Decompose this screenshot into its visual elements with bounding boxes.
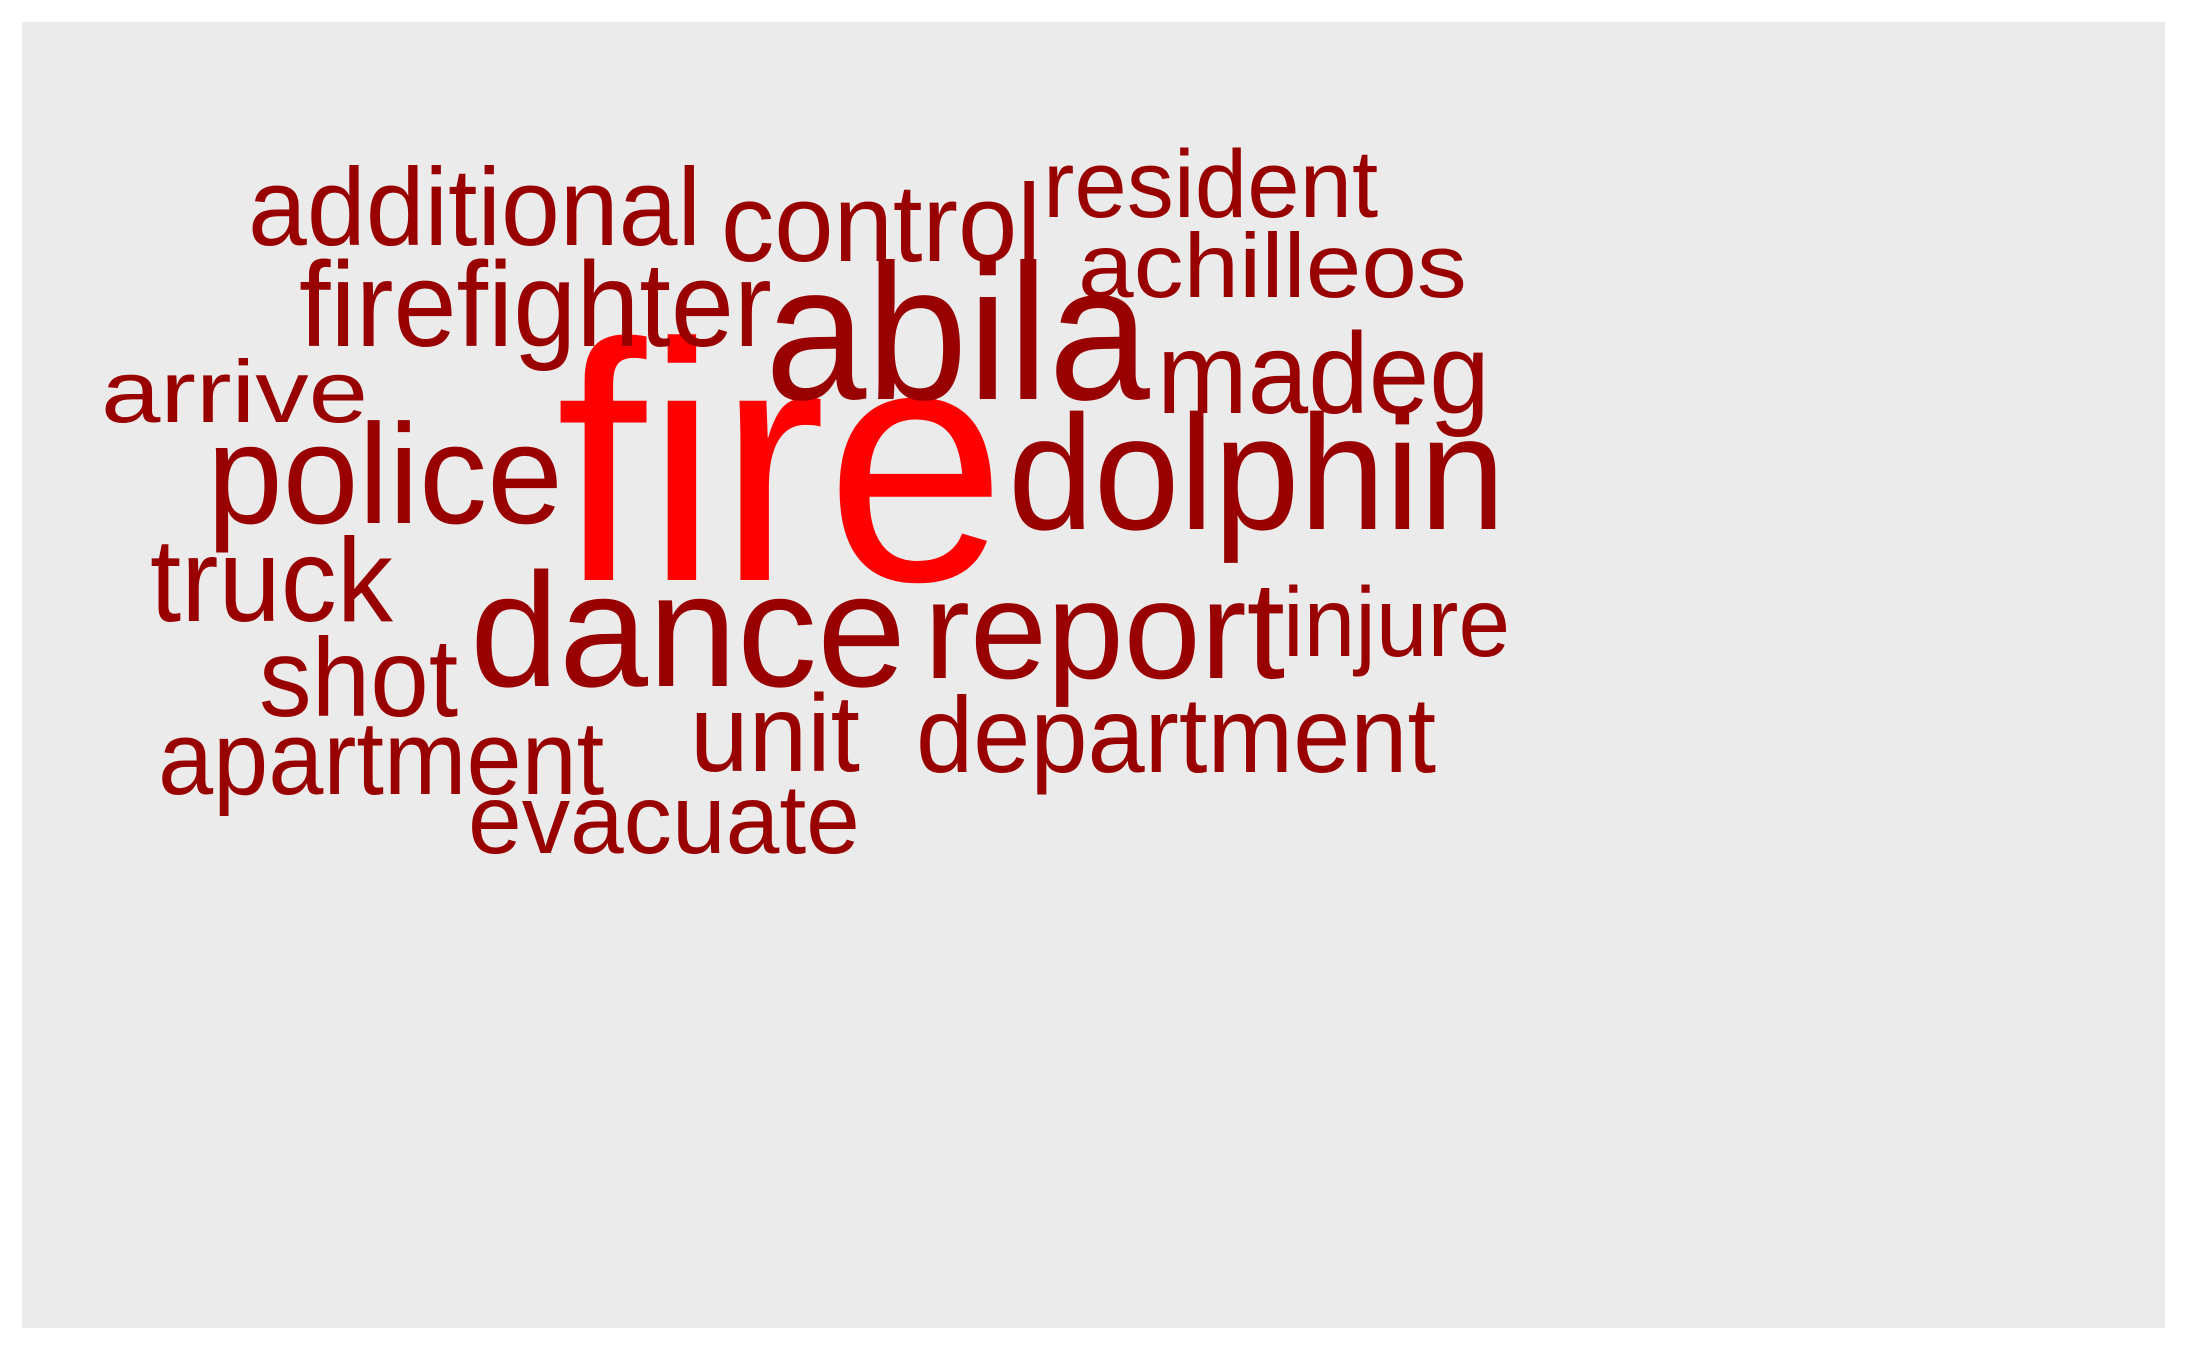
word-evacuate: evacuate [468,764,860,875]
word-truck: truck [150,514,393,648]
word-control: control [721,161,1041,285]
word-arrive: arrive [101,342,369,442]
word-achilleos: achilleos [1078,215,1467,317]
word-abila: abila [765,224,1150,441]
word-police: police [207,396,563,555]
word-dolphin: dolphin [1008,380,1506,564]
word-injure: injure [1283,567,1511,678]
word-resident: resident [1043,130,1379,238]
word-fire: fire [556,272,1006,652]
word-madeg: madeg [1157,309,1490,439]
word-unit: unit [690,673,860,796]
word-shot: shot [259,614,459,740]
word-additional: additional [248,145,702,269]
word-cloud-panel: fire abila dolphin dance report police m… [22,22,2165,1328]
word-department: department [916,674,1437,796]
word-report: report [924,552,1286,708]
word-dance: dance [470,540,907,722]
word-apartment: apartment [158,700,605,818]
word-firefighter: firefighter [299,238,772,373]
